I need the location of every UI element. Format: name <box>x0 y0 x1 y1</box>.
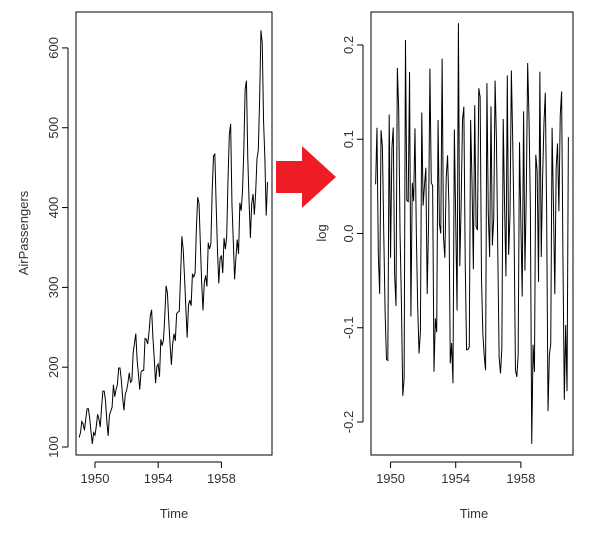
x-axis-label-right: Time <box>460 506 488 521</box>
log-diff-chart: 1950 1954 1958 -0.2 -0.1 0.0 0.1 0.2 Time log <box>314 11 574 521</box>
log-diff-series-line <box>375 23 569 444</box>
y-axis-label-right: log <box>314 224 329 241</box>
x-tick-label: 1950 <box>81 471 110 486</box>
x-tick-label: 1950 <box>376 471 405 486</box>
y-tick-label: 100 <box>46 436 61 458</box>
x-tick-label: 1958 <box>207 471 236 486</box>
y-tick-label: 0.1 <box>341 130 356 148</box>
x-axis-label-left: Time <box>160 506 188 521</box>
arrow-right-icon <box>276 146 336 208</box>
y-tick-label: -0.1 <box>341 317 356 339</box>
air-passengers-chart: 1950 1954 1958 100 200 300 400 500 600 Time Air… <box>16 11 273 521</box>
y-tick-label: 300 <box>46 277 61 299</box>
y-tick-label: 600 <box>46 37 61 59</box>
y-tick-label: 0.2 <box>341 36 356 54</box>
x-tick-label: 1954 <box>441 471 470 486</box>
x-tick-label: 1954 <box>144 471 173 486</box>
y-axis-label-left: AirPassengers <box>16 190 31 275</box>
y-tick-label: 500 <box>46 117 61 139</box>
plot-frame-left <box>75 11 273 456</box>
y-tick-label: 400 <box>46 197 61 219</box>
plot-frame-right <box>370 11 574 456</box>
y-tick-label: 0.0 <box>341 224 356 242</box>
x-tick-label: 1958 <box>506 471 535 486</box>
y-tick-label: -0.2 <box>341 411 356 433</box>
y-tick-label: 200 <box>46 356 61 378</box>
air-passengers-series-line <box>78 30 269 444</box>
